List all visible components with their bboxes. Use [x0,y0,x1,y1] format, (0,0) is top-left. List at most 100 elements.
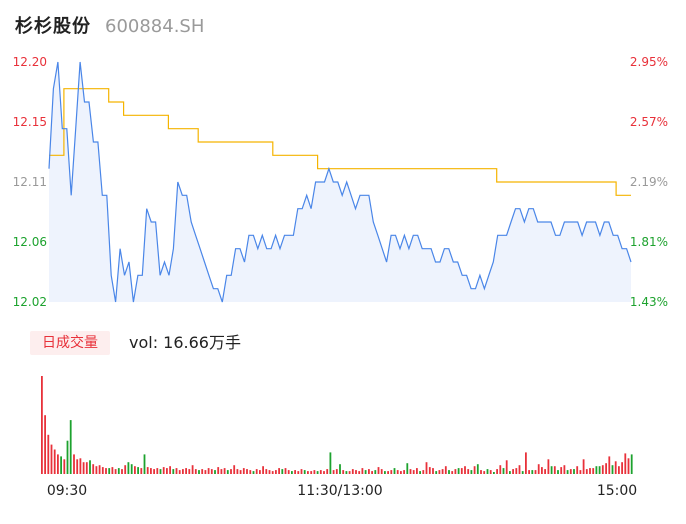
volume-bar [621,462,623,474]
volume-bar [355,470,357,474]
volume-bar [226,470,229,474]
volume-bar [82,462,85,474]
volume-bar [265,469,268,474]
volume-bar [569,469,572,474]
volume-bar [502,468,505,474]
volume-bar [281,469,284,474]
volume-bar [150,468,152,474]
volume-bar [448,470,450,474]
volume-bar [329,452,332,474]
volume-bar [368,469,370,474]
volume-bar [291,471,293,474]
volume-value: vol: 16.66万手 [129,333,241,352]
volume-bar [358,471,361,474]
volume-bar [53,449,56,474]
volume-bar [185,468,187,474]
volume-bar [262,466,264,474]
pct-tick-label: 2.95% [630,55,668,69]
volume-bar [275,470,277,474]
volume-bar [335,469,338,474]
volume-bar [601,465,604,474]
volume-bar [467,469,470,474]
volume-bar [403,470,405,474]
volume-bar [605,463,607,474]
volume-bar [303,470,306,474]
volume-bar [515,468,518,474]
volume-bar [156,468,159,474]
volume-bar [44,415,46,474]
volume-bar [230,469,232,474]
volume-bar [595,466,598,474]
volume-bar [589,468,591,474]
volume-bar [544,469,546,474]
volume-bar [73,454,75,474]
volume-bar [409,469,412,474]
volume-bar [326,469,329,474]
volume-bar [217,467,220,474]
volume-bar [380,469,383,474]
volume-bar [284,468,287,474]
volume-bar [541,467,543,474]
volume-bar [509,471,511,474]
volume-bar [454,469,457,474]
volume-bar [111,467,114,474]
volume-bar [444,466,447,474]
volume-bar [419,471,421,474]
volume-bar [416,468,418,474]
volume-bar [114,469,117,474]
volume-bar [608,456,611,474]
volume-bar [146,467,149,474]
volume-bar [457,468,460,474]
volume-bar [476,464,479,474]
volume-bar [384,471,386,474]
time-axis: 09:30 11:30/13:00 15:00 [47,483,637,499]
price-tick-label: 12.11 [13,175,47,189]
volume-bar [406,463,409,474]
stock-header: 杉杉股份 600884.SH [15,12,204,40]
volume-bar [166,468,168,474]
volume-bar [576,466,579,474]
volume-bar [614,461,617,474]
price-area-fill [49,62,631,302]
volume-bar [236,469,239,474]
volume-bar [592,468,595,474]
volume-bar [412,470,415,474]
volume-bar [425,462,428,474]
volume-bar [178,470,181,474]
volume-bar [323,471,325,474]
volume-bar [534,470,537,474]
volume-bar [553,466,556,474]
volume-bar [473,466,476,474]
volume-bar [563,465,566,474]
volume-bar [63,459,66,474]
pct-tick-label: 2.19% [630,175,668,189]
daily-volume-tab[interactable]: 日成交量 [30,331,110,355]
price-tick-label: 12.02 [13,295,47,309]
volume-bar [105,468,107,474]
volume-bar [560,467,563,474]
volume-bar [345,471,348,474]
pct-tick-label: 1.43% [630,295,668,309]
volume-bar [525,452,527,474]
volume-bar [627,458,630,474]
volume-bar [79,458,82,474]
volume-bar [101,467,104,474]
volume-bar [618,466,620,474]
volume-bar [271,471,274,474]
volume-bar [428,467,431,474]
volume-bar [582,459,585,474]
volume-bar [316,471,319,474]
price-axis: 12.20 12.15 12.11 12.06 12.02 [13,55,47,309]
volume-bar [313,470,316,474]
volume-bar [294,470,296,474]
volume-bar [268,470,271,474]
volume-bar [307,471,309,474]
pct-tick-label: 1.81% [630,235,668,249]
volume-bar [387,471,389,474]
volume-bars [41,376,633,474]
volume-bar [339,464,341,474]
volume-bar [207,468,210,474]
volume-bar [204,470,207,474]
volume-bar [566,470,569,474]
